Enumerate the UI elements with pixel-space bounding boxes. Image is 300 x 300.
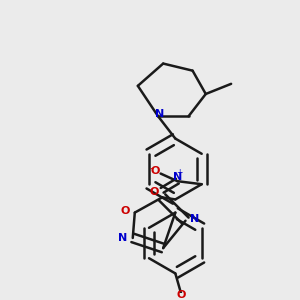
Text: O: O: [121, 206, 130, 216]
Text: N: N: [118, 233, 128, 243]
Text: N: N: [173, 172, 182, 182]
Text: O: O: [150, 187, 159, 197]
Text: O: O: [177, 290, 186, 300]
Text: O: O: [151, 166, 160, 176]
Text: N: N: [190, 214, 199, 224]
Text: -: -: [149, 163, 154, 173]
Text: +: +: [176, 168, 183, 177]
Text: N: N: [155, 109, 164, 119]
